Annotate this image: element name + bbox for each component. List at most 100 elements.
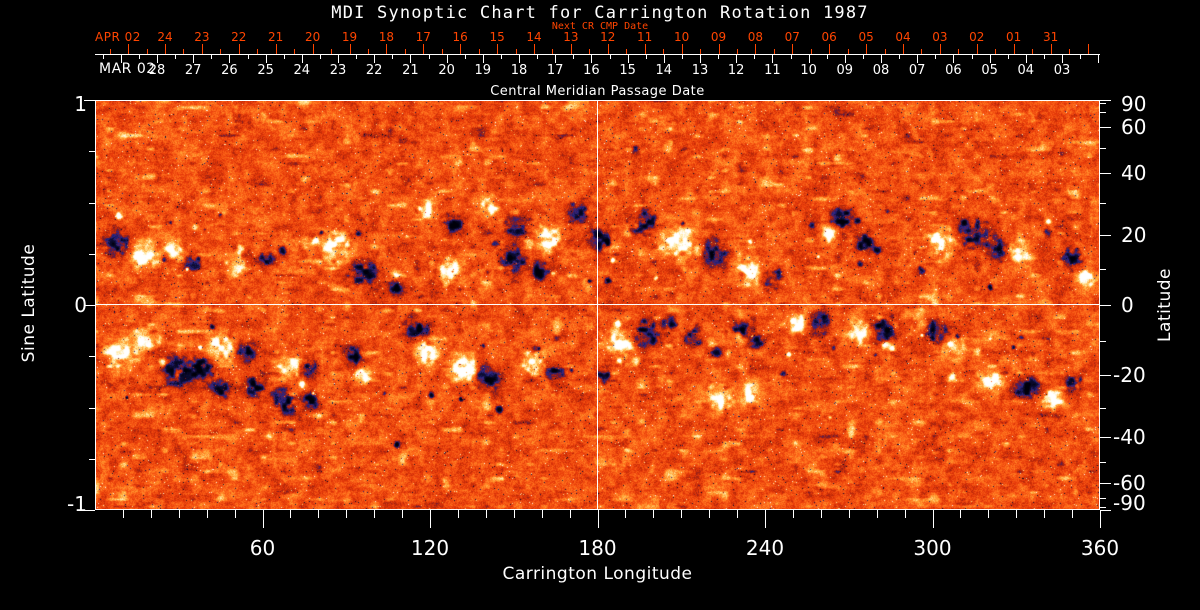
cmp-axis-major-tick — [772, 55, 774, 63]
cmp-axis-day-label: 15 — [619, 63, 636, 78]
cmp-axis-day-label: 14 — [655, 63, 673, 78]
cmp-axis-day-label: 11 — [764, 63, 781, 78]
right-axis-major-tick — [1100, 235, 1111, 236]
bottom-axis-minor-tick — [681, 510, 683, 518]
right-axis-tick-label: 0 — [1121, 293, 1134, 317]
top-axis-day-label: 22 — [231, 30, 247, 44]
cmp-axis-minor-tick — [138, 55, 140, 59]
top-axis-major-tick — [681, 44, 683, 54]
top-axis-minor-tick — [995, 49, 997, 54]
left-axis-minor-tick — [89, 408, 95, 409]
right-axis-major-tick — [1100, 305, 1111, 306]
top-axis-minor-tick — [589, 49, 591, 54]
cmp-axis-day-label: 12 — [727, 63, 745, 78]
top-axis-minor-tick — [810, 49, 812, 54]
top-axis-day-label: 17 — [415, 30, 431, 44]
top-axis-day-label: 09 — [710, 30, 727, 44]
cmp-axis-major-tick — [627, 55, 629, 63]
cmp-axis-day-label: 24 — [293, 63, 311, 78]
cmp-axis-major-tick — [663, 55, 665, 63]
cmp-axis-minor-tick — [175, 55, 177, 59]
right-axis-minor-tick — [1100, 498, 1106, 499]
left-axis-title: Sine Latitude — [19, 243, 39, 363]
bottom-axis-minor-tick — [485, 510, 487, 518]
cmp-axis-day-label: 26 — [221, 63, 238, 78]
cmp-axis-major-tick — [1098, 55, 1100, 63]
top-axis-major-tick — [386, 44, 388, 54]
top-axis-major-tick — [939, 44, 941, 54]
top-axis-day-label: 11 — [637, 30, 653, 44]
cmp-axis-day-label: 10 — [800, 63, 817, 78]
bottom-axis-major-tick — [765, 510, 766, 528]
top-axis-major-tick — [792, 44, 794, 54]
top-axis-major-tick — [976, 44, 978, 54]
top-axis-day-label: 31 — [1042, 30, 1059, 44]
left-axis-minor-tick — [89, 356, 95, 357]
cmp-axis-minor-tick — [428, 55, 430, 59]
cmp-axis-day-label: 03 — [1053, 63, 1071, 78]
cmp-axis-major-tick — [917, 55, 919, 63]
cmp-axis-minor-tick — [681, 55, 683, 59]
bottom-axis-minor-tick — [513, 510, 515, 518]
top-axis-day-label: 10 — [673, 30, 690, 44]
cmp-axis-minor-tick — [464, 55, 466, 59]
cmp-axis-major-tick — [193, 55, 195, 63]
bottom-axis-minor-tick — [346, 510, 348, 518]
bottom-axis-minor-tick — [792, 510, 794, 518]
right-axis-tick-label: 90 — [1121, 92, 1147, 116]
bottom-axis-minor-tick — [569, 510, 571, 518]
right-axis-major-tick — [1100, 173, 1111, 174]
top-axis-month-label: APR 02 — [95, 30, 141, 44]
top-axis-minor-tick — [884, 49, 886, 54]
cmp-axis-day-label: 07 — [908, 63, 926, 78]
bottom-axis-minor-tick — [374, 510, 376, 518]
crosshair-horizontal-line — [95, 304, 1100, 305]
top-axis-minor-tick — [478, 49, 480, 54]
cmp-axis-minor-tick — [935, 55, 937, 59]
top-axis-minor-tick — [552, 49, 554, 54]
top-axis-minor-tick — [847, 49, 849, 54]
bottom-axis-major-tick — [932, 510, 934, 528]
bottom-axis-minor-tick — [541, 510, 543, 518]
top-axis-major-tick — [755, 44, 757, 54]
bottom-axis-minor-tick — [960, 510, 962, 518]
cmp-axis-minor-tick — [283, 55, 285, 59]
left-axis-tick-label: -1 — [67, 492, 87, 516]
right-axis-tick-label: 60 — [1121, 115, 1147, 140]
bottom-axis-minor-tick — [709, 510, 711, 518]
cmp-axis-major-tick — [120, 55, 122, 63]
cmp-axis-major-tick — [301, 55, 303, 63]
bottom-axis-minor-tick — [290, 510, 292, 518]
bottom-axis-major-tick — [430, 510, 431, 528]
cmp-axis-major-tick — [736, 55, 738, 63]
top-axis-major-tick — [1087, 44, 1089, 54]
cmp-axis-minor-tick — [645, 55, 647, 59]
cmp-axis-day-label: 25 — [257, 63, 274, 78]
bottom-axis-major-tick — [1100, 510, 1101, 528]
cmp-axis-day-label: 20 — [438, 63, 455, 78]
top-axis-major-tick — [460, 44, 462, 54]
bottom-axis-minor-tick — [1016, 510, 1018, 518]
top-axis-major-tick — [275, 44, 277, 54]
top-axis-minor-tick — [1032, 49, 1034, 54]
top-axis-minor-tick — [367, 49, 369, 54]
top-axis-major-tick — [534, 44, 535, 54]
cmp-axis-minor-tick — [1043, 55, 1045, 59]
right-axis-tick-label: -60 — [1113, 470, 1146, 495]
chart-title: MDI Synoptic Chart for Carrington Rotati… — [331, 3, 869, 23]
top-axis-day-label: 07 — [784, 30, 800, 44]
bottom-axis-major-tick — [597, 510, 599, 528]
cmp-axis-day-label: 06 — [945, 63, 962, 78]
top-axis-minor-tick — [294, 49, 296, 54]
right-axis-tick-label: 40 — [1121, 161, 1147, 186]
top-axis-major-tick — [866, 44, 868, 54]
cmp-axis-minor-tick — [899, 55, 901, 59]
top-axis-day-label: 02 — [969, 30, 985, 44]
cmp-axis-minor-tick — [790, 55, 792, 59]
cmp-axis-major-tick — [808, 55, 810, 63]
left-axis-major-tick — [84, 100, 95, 101]
bottom-axis-minor-tick — [150, 510, 152, 518]
top-axis-day-label: 04 — [895, 30, 911, 44]
top-axis-major-tick — [607, 44, 609, 54]
